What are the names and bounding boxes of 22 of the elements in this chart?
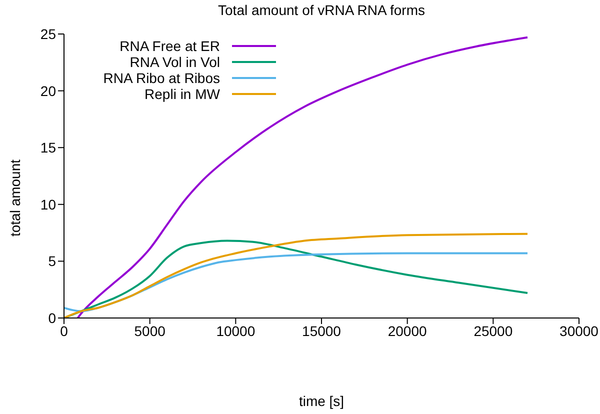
x-tick-label: 0	[60, 322, 68, 339]
x-tick-label: 5000	[134, 322, 166, 339]
x-tick-label: 30000	[560, 322, 599, 339]
x-tick-label: 20000	[388, 322, 428, 339]
y-tick-label: 25	[40, 26, 56, 42]
x-tick-label: 15000	[302, 322, 342, 339]
legend-label: Repli in MW	[144, 86, 220, 102]
line-series	[76, 36, 528, 318]
x-tick-label: 25000	[474, 322, 513, 339]
y-tick-label: 0	[48, 310, 56, 326]
legend-label: RNA Vol in Vol	[130, 54, 220, 70]
y-tick-label: 15	[40, 140, 56, 156]
legend-label: RNA Ribo at Ribos	[103, 70, 220, 86]
x-axis-title: time [s]	[298, 393, 346, 409]
x-tick-label: 10000	[216, 322, 256, 339]
legend-label: RNA Free at ER	[120, 38, 220, 54]
y-axis-title: total amount	[7, 158, 23, 239]
y-tick-label: 5	[48, 253, 56, 270]
y-tick-label: 10	[40, 196, 56, 212]
chart-title: Total amount of vRNA RNA forms	[217, 2, 426, 18]
y-tick-label: 20	[40, 82, 56, 99]
line-series	[64, 252, 528, 312]
